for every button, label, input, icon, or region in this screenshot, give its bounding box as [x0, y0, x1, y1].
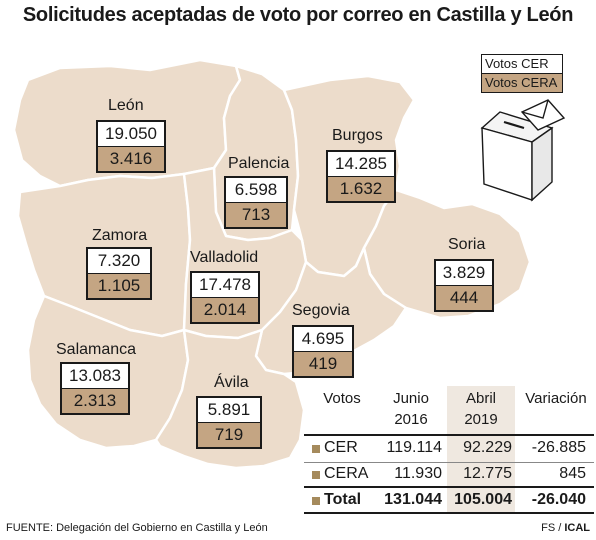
variacion-cer: -26.885: [531, 439, 586, 456]
cera-value-burgos: 1.632: [328, 177, 394, 201]
province-box-zamora: 7.320 1.105: [86, 247, 152, 300]
cer-value-burgos: 14.285: [328, 152, 394, 177]
cer-value-leon: 19.050: [98, 122, 164, 147]
province-name-soria: Soria: [448, 236, 486, 253]
header-junio: Junio 2016: [378, 388, 444, 430]
cera-value-avila: 719: [198, 423, 260, 447]
header-variacion: Variación: [525, 390, 587, 407]
table-row-cer: CER 119.114 92.229 -26.885: [304, 436, 594, 462]
abril-column-highlight: [447, 386, 515, 512]
credit: FS / ICAL: [541, 522, 590, 534]
cera-value-soria: 444: [436, 286, 492, 310]
cera-value-salamanca: 2.313: [62, 389, 128, 413]
province-name-zamora: Zamora: [92, 227, 148, 244]
row-label-total: Total: [324, 491, 362, 508]
province-box-soria: 3.829 444: [434, 259, 494, 312]
province-name-salamanca: Salamanca: [56, 341, 137, 358]
table-rule-bottom: [304, 512, 594, 514]
header-abril-line2: 2019: [464, 411, 498, 428]
row-label-cer: CER: [324, 439, 358, 456]
map-title: Solicitudes aceptadas de voto por correo…: [22, 4, 574, 26]
junio-total: 131.044: [384, 491, 442, 508]
credit-author: FS /: [541, 522, 565, 534]
abril-cera: 12.775: [463, 465, 512, 482]
cer-value-valladolid: 17.478: [192, 273, 258, 298]
table-row-cera: CERA 11.930 12.775 845: [304, 462, 594, 488]
province-name-palencia: Palencia: [228, 155, 290, 172]
cer-value-zamora: 7.320: [88, 249, 150, 274]
abril-total: 105.004: [454, 491, 512, 508]
junio-cera: 11.930: [394, 465, 442, 482]
province-box-palencia: 6.598 713: [224, 176, 288, 229]
cer-value-segovia: 4.695: [294, 327, 352, 352]
variacion-total: -26.040: [531, 491, 586, 508]
cer-value-salamanca: 13.083: [62, 364, 128, 389]
province-box-valladolid: 17.478 2.014: [190, 271, 260, 324]
header-abril-line1: Abril: [465, 390, 496, 407]
province-name-avila: Ávila: [214, 374, 249, 391]
legend-cer: Votos CER: [482, 55, 562, 74]
cera-value-zamora: 1.105: [88, 274, 150, 298]
junio-cer: 119.114: [386, 439, 442, 456]
legend-cera: Votos CERA: [482, 74, 562, 92]
province-box-avila: 5.891 719: [196, 396, 262, 449]
province-box-burgos: 14.285 1.632: [326, 150, 396, 203]
cera-value-segovia: 419: [294, 352, 352, 376]
cera-value-valladolid: 2.014: [192, 298, 258, 322]
table-rule-top: [304, 434, 594, 436]
province-name-valladolid: Valladolid: [190, 249, 259, 266]
map-legend: Votos CER Votos CERA: [481, 54, 563, 93]
variacion-cera: 845: [559, 465, 586, 482]
cera-value-leon: 3.416: [98, 147, 164, 171]
bullet-cer: [312, 445, 320, 453]
header-junio-line2: 2016: [394, 411, 428, 428]
province-name-segovia: Segovia: [292, 302, 350, 319]
province-box-leon: 19.050 3.416: [96, 120, 166, 173]
header-votos: Votos: [323, 390, 361, 407]
bullet-total: [312, 497, 320, 505]
cer-value-soria: 3.829: [436, 261, 492, 286]
bullet-cera: [312, 471, 320, 479]
header-abril: Abril 2019: [447, 388, 515, 430]
header-junio-line1: Junio: [393, 390, 429, 407]
abril-cer: 92.229: [463, 439, 512, 456]
table-rule-mid-1: [304, 462, 594, 463]
source-footnote: FUENTE: Delegación del Gobierno en Casti…: [6, 522, 268, 534]
province-name-burgos: Burgos: [332, 127, 383, 144]
ballot-box-icon: [480, 99, 566, 202]
table-rule-mid-2: [304, 486, 594, 488]
province-name-leon: León: [108, 97, 144, 114]
row-label-cera: CERA: [324, 465, 369, 482]
province-box-segovia: 4.695 419: [292, 325, 354, 378]
cera-value-palencia: 713: [226, 203, 286, 227]
cer-value-avila: 5.891: [198, 398, 260, 423]
credit-agency: ICAL: [564, 522, 590, 534]
table-row-total: Total 131.044 105.004 -26.040: [304, 488, 594, 514]
province-box-salamanca: 13.083 2.313: [60, 362, 130, 415]
cer-value-palencia: 6.598: [226, 178, 286, 203]
